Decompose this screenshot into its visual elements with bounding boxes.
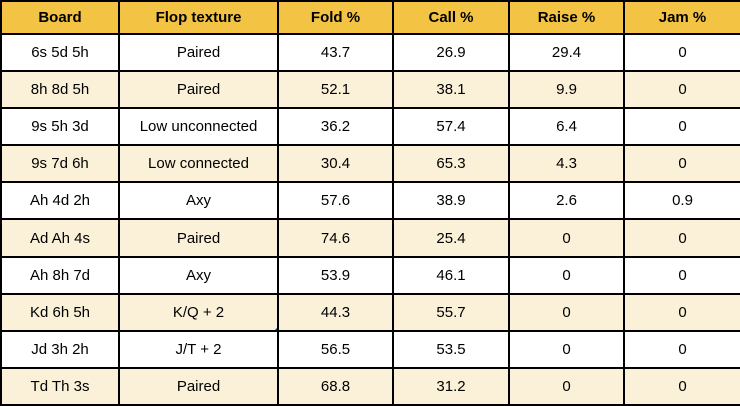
cell-r10-c5[interactable]: 0 [508, 366, 625, 406]
cell-r3-c2[interactable]: Low unconnected [118, 107, 279, 147]
column-header-fold[interactable]: Fold % [277, 0, 394, 35]
cell-r1-c5[interactable]: 29.4 [508, 32, 625, 73]
cell-r6-c2[interactable]: Paired [118, 218, 279, 258]
cell-r7-c6[interactable]: 0 [623, 255, 740, 295]
cell-r1-c6[interactable]: 0 [623, 32, 740, 73]
cell-r8-c1[interactable]: Kd 6h 5h [0, 292, 120, 332]
cell-r8-c6[interactable]: 0 [623, 292, 740, 332]
column-header-raise[interactable]: Raise % [508, 0, 625, 35]
table-row: 8h 8d 5h Paired 52.1 38.1 9.9 0 [0, 70, 740, 110]
cell-r4-c2[interactable]: Low connected [118, 144, 279, 184]
cell-r3-c5[interactable]: 6.4 [508, 107, 625, 147]
cell-r7-c5[interactable]: 0 [508, 255, 625, 295]
cell-r10-c6[interactable]: 0 [623, 366, 740, 406]
column-header-board[interactable]: Board [0, 0, 120, 35]
cell-r9-c2[interactable]: J/T + 2 [118, 329, 279, 369]
cell-r10-c3[interactable]: 68.8 [277, 366, 394, 406]
cell-r4-c3[interactable]: 30.4 [277, 144, 394, 184]
cell-r10-c4[interactable]: 31.2 [392, 366, 510, 406]
cell-r1-c1[interactable]: 6s 5d 5h [0, 32, 120, 73]
cell-r8-c4[interactable]: 55.7 [392, 292, 510, 332]
cell-r10-c2[interactable]: Paired [118, 366, 279, 406]
table-row: Ah 4d 2h Axy 57.6 38.9 2.6 0.9 [0, 181, 740, 221]
cell-r3-c6[interactable]: 0 [623, 107, 740, 147]
cell-r5-c4[interactable]: 38.9 [392, 181, 510, 221]
header-row: Board Flop texture Fold % Call % Raise % Jam … [0, 0, 740, 35]
cell-r7-c2[interactable]: Axy [118, 255, 279, 295]
cell-r9-c1[interactable]: Jd 3h 2h [0, 329, 120, 369]
table-row: Td Th 3s Paired 68.8 31.2 0 0 [0, 366, 740, 406]
cell-r9-c4[interactable]: 53.5 [392, 329, 510, 369]
cell-r9-c5[interactable]: 0 [508, 329, 625, 369]
cell-r6-c6[interactable]: 0 [623, 218, 740, 258]
cell-r9-c3[interactable]: 56.5 [277, 329, 394, 369]
cell-r2-c2[interactable]: Paired [118, 70, 279, 110]
table-row: Jd 3h 2h J/T + 2 56.5 53.5 0 0 [0, 329, 740, 369]
cell-r2-c1[interactable]: 8h 8d 5h [0, 70, 120, 110]
cell-r4-c6[interactable]: 0 [623, 144, 740, 184]
cell-r3-c1[interactable]: 9s 5h 3d [0, 107, 120, 147]
table-row: 9s 5h 3d Low unconnected 36.2 57.4 6.4 0 [0, 107, 740, 147]
cell-r1-c3[interactable]: 43.7 [277, 32, 394, 73]
table-row: Kd 6h 5h K/Q + 2 44.3 55.7 0 0 [0, 292, 740, 332]
cell-r5-c2[interactable]: Axy [118, 181, 279, 221]
cell-r6-c5[interactable]: 0 [508, 218, 625, 258]
cell-r7-c1[interactable]: Ah 8h 7d [0, 255, 120, 295]
cell-r4-c4[interactable]: 65.3 [392, 144, 510, 184]
cell-r6-c3[interactable]: 74.6 [277, 218, 394, 258]
cell-r4-c1[interactable]: 9s 7d 6h [0, 144, 120, 184]
cell-r3-c4[interactable]: 57.4 [392, 107, 510, 147]
cell-r9-c6[interactable]: 0 [623, 329, 740, 369]
table-row: 9s 7d 6h Low connected 30.4 65.3 4.3 0 [0, 144, 740, 184]
cell-r2-c6[interactable]: 0 [623, 70, 740, 110]
cell-r1-c2[interactable]: Paired [118, 32, 279, 73]
column-header-flop-texture[interactable]: Flop texture [118, 0, 279, 35]
table-row: Ah 8h 7d Axy 53.9 46.1 0 0 [0, 255, 740, 295]
column-header-jam[interactable]: Jam % [623, 0, 740, 35]
cell-r2-c4[interactable]: 38.1 [392, 70, 510, 110]
selected-cell[interactable]: K/Q + 2 [118, 292, 279, 332]
table-row: Ad Ah 4s Paired 74.6 25.4 0 0 [0, 218, 740, 258]
cell-r6-c4[interactable]: 25.4 [392, 218, 510, 258]
cell-r10-c1[interactable]: Td Th 3s [0, 366, 120, 406]
cell-r5-c6[interactable]: 0.9 [623, 181, 740, 221]
cell-r2-c3[interactable]: 52.1 [277, 70, 394, 110]
cell-r8-c5[interactable]: 0 [508, 292, 625, 332]
selection-drag-handle[interactable] [274, 327, 276, 329]
cell-r5-c5[interactable]: 2.6 [508, 181, 625, 221]
cell-r3-c3[interactable]: 36.2 [277, 107, 394, 147]
cell-r8-c3[interactable]: 44.3 [277, 292, 394, 332]
cell-r4-c5[interactable]: 4.3 [508, 144, 625, 184]
cell-r7-c3[interactable]: 53.9 [277, 255, 394, 295]
cell-r5-c1[interactable]: Ah 4d 2h [0, 181, 120, 221]
table-row: 6s 5d 5h Paired 43.7 26.9 29.4 0 [0, 32, 740, 73]
cell-r5-c3[interactable]: 57.6 [277, 181, 394, 221]
cell-r1-c4[interactable]: 26.9 [392, 32, 510, 73]
column-header-call[interactable]: Call % [392, 0, 510, 35]
cell-r2-c5[interactable]: 9.9 [508, 70, 625, 110]
cell-r6-c1[interactable]: Ad Ah 4s [0, 218, 120, 258]
cell-r7-c4[interactable]: 46.1 [392, 255, 510, 295]
